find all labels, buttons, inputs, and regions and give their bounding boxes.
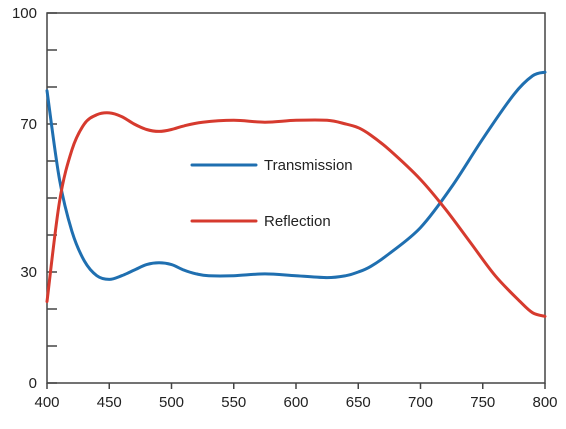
y-tick-label: 100 — [12, 5, 37, 22]
series-line-transmission — [45, 70, 547, 281]
y-tick-label: 0 — [29, 375, 37, 392]
x-tick-label: 550 — [221, 394, 246, 411]
y-axis-ticks: 0 30 70 100 — [12, 5, 57, 392]
x-axis-ticks: 400 450 500 550 600 650 700 750 800 — [34, 383, 558, 411]
x-tick-label: 800 — [532, 394, 557, 411]
legend-label-reflection: Reflection — [264, 213, 331, 230]
x-tick-label: 450 — [97, 394, 122, 411]
series-line-reflection — [45, 111, 547, 318]
legend: Transmission Reflection — [190, 157, 353, 230]
y-tick-label: 30 — [20, 264, 37, 281]
x-tick-label: 650 — [346, 394, 371, 411]
legend-label-transmission: Transmission — [264, 157, 353, 174]
x-tick-label: 400 — [34, 394, 59, 411]
x-tick-label: 750 — [470, 394, 495, 411]
x-tick-label: 700 — [408, 394, 433, 411]
series-lines — [45, 70, 547, 318]
x-tick-label: 500 — [159, 394, 184, 411]
plot-frame — [46, 12, 546, 384]
x-tick-label: 600 — [283, 394, 308, 411]
y-tick-label: 70 — [20, 116, 37, 133]
